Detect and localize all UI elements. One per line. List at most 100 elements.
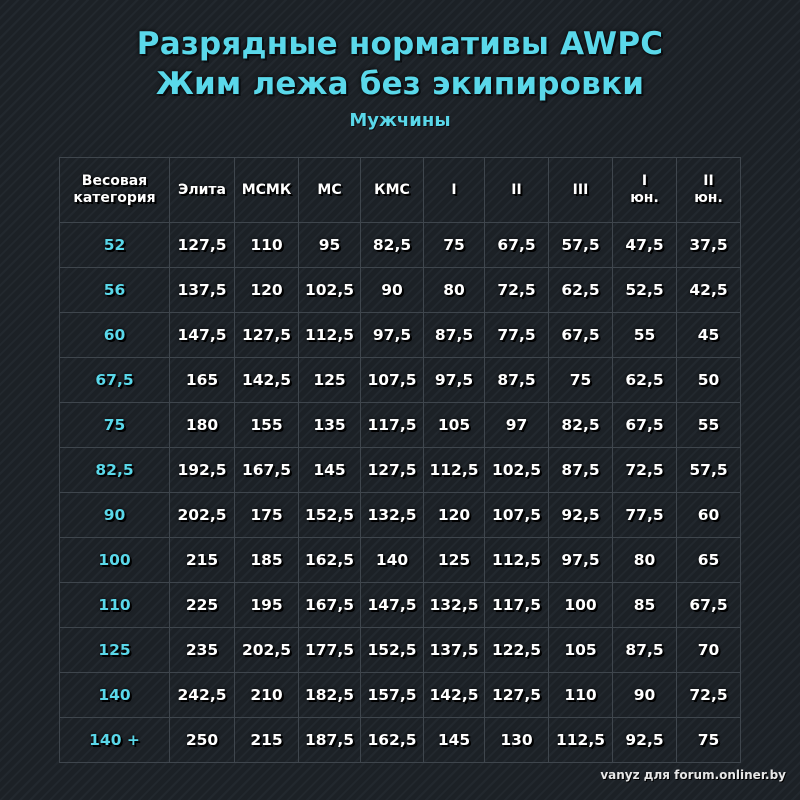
standard-value-cell: 175 [234, 492, 299, 538]
standard-value-cell: 127,5 [484, 672, 549, 718]
standard-value-cell: 235 [169, 627, 235, 673]
standard-value-cell: 107,5 [484, 492, 549, 538]
table-row: 110 225 195 167,5 147,5 132,5 117,5 100 85 67,5 [59, 582, 741, 628]
standard-value-cell: 62,5 [548, 267, 613, 313]
standard-value-cell: 75 [423, 222, 485, 268]
standard-value-cell: 97 [484, 402, 549, 448]
standard-value-cell: 82,5 [360, 222, 424, 268]
table-row: 60 147,5 127,5 112,5 97,5 87,5 77,5 67,5 55 45 [59, 312, 741, 358]
column-header-text: категория [73, 190, 156, 206]
standard-value-cell: 95 [298, 222, 361, 268]
standard-value-cell: 120 [423, 492, 485, 538]
column-header: I [423, 157, 485, 223]
weight-class-cell: 110 [59, 582, 170, 628]
standard-value-cell: 225 [169, 582, 235, 628]
standard-value-cell: 105 [548, 627, 613, 673]
standard-value-cell: 87,5 [484, 357, 549, 403]
standard-value-cell: 55 [612, 312, 677, 358]
weight-class-cell: 90 [59, 492, 170, 538]
column-header-text: I [451, 181, 457, 198]
standard-value-cell: 120 [234, 267, 299, 313]
standard-value-cell: 125 [423, 537, 485, 583]
standard-value-cell: 57,5 [548, 222, 613, 268]
standard-value-cell: 92,5 [612, 717, 677, 763]
standard-value-cell: 147,5 [360, 582, 424, 628]
standard-value-cell: 65 [676, 537, 741, 583]
standard-value-cell: 125 [298, 357, 361, 403]
table-row: 56 137,5 120 102,5 90 80 72,5 62,5 52,5 42,5 [59, 267, 741, 313]
table-row: 140 242,5 210 182,5 157,5 142,5 127,5 110 90 72,5 [59, 672, 741, 718]
standard-value-cell: 75 [548, 357, 613, 403]
table-row: 75 180 155 135 117,5 105 97 82,5 67,5 55 [59, 402, 741, 448]
column-header: КМС [360, 157, 424, 223]
standard-value-cell: 180 [169, 402, 235, 448]
column-header-text: юн. [630, 190, 659, 206]
table-row: 100 215 185 162,5 140 125 112,5 97,5 80 65 [59, 537, 741, 583]
column-header: МСМК [234, 157, 299, 223]
standard-value-cell: 80 [612, 537, 677, 583]
standard-value-cell: 110 [548, 672, 613, 718]
standard-value-cell: 187,5 [298, 717, 361, 763]
weight-class-cell: 140 + [59, 717, 170, 763]
column-header: МС [298, 157, 361, 223]
standard-value-cell: 142,5 [423, 672, 485, 718]
standard-value-cell: 87,5 [423, 312, 485, 358]
standard-value-cell: 132,5 [360, 492, 424, 538]
column-header-text: Весовая [81, 173, 148, 189]
standard-value-cell: 112,5 [423, 447, 485, 493]
standard-value-cell: 80 [423, 267, 485, 313]
standard-value-cell: 92,5 [548, 492, 613, 538]
standard-value-cell: 75 [676, 717, 741, 763]
column-header-text: КМС [374, 181, 410, 198]
standard-value-cell: 72,5 [612, 447, 677, 493]
standard-value-cell: 77,5 [612, 492, 677, 538]
standard-value-cell: 107,5 [360, 357, 424, 403]
standard-value-cell: 127,5 [360, 447, 424, 493]
standard-value-cell: 90 [612, 672, 677, 718]
standard-value-cell: 215 [169, 537, 235, 583]
standard-value-cell: 157,5 [360, 672, 424, 718]
standard-value-cell: 192,5 [169, 447, 235, 493]
table-row: 52 127,5 110 95 82,5 75 67,5 57,5 47,5 37,5 [59, 222, 741, 268]
standard-value-cell: 155 [234, 402, 299, 448]
standard-value-cell: 112,5 [298, 312, 361, 358]
weight-class-cell: 60 [59, 312, 170, 358]
standard-value-cell: 145 [298, 447, 361, 493]
standard-value-cell: 117,5 [484, 582, 549, 628]
standard-value-cell: 70 [676, 627, 741, 673]
page-subtitle: Мужчины [349, 110, 451, 131]
standard-value-cell: 132,5 [423, 582, 485, 628]
standard-value-cell: 152,5 [298, 492, 361, 538]
footer-credit: vanyz для forum.onliner.by [600, 768, 786, 782]
table-row: 90 202,5 175 152,5 132,5 120 107,5 92,5 77,5 60 [59, 492, 741, 538]
standard-value-cell: 102,5 [298, 267, 361, 313]
standard-value-cell: 87,5 [612, 627, 677, 673]
table-row: 67,5 165 142,5 125 107,5 97,5 87,5 75 62,5 50 [59, 357, 741, 403]
standard-value-cell: 50 [676, 357, 741, 403]
page-title-line2: Жим лежа без экипировки [155, 66, 645, 102]
weight-class-cell: 100 [59, 537, 170, 583]
standard-value-cell: 67,5 [484, 222, 549, 268]
column-header: II юн. [676, 157, 741, 223]
standard-value-cell: 110 [234, 222, 299, 268]
standard-value-cell: 72,5 [676, 672, 741, 718]
column-header-text: II [703, 173, 714, 189]
standard-value-cell: 37,5 [676, 222, 741, 268]
standard-value-cell: 182,5 [298, 672, 361, 718]
standard-value-cell: 72,5 [484, 267, 549, 313]
standard-value-cell: 162,5 [298, 537, 361, 583]
standard-value-cell: 135 [298, 402, 361, 448]
standard-value-cell: 67,5 [676, 582, 741, 628]
standard-value-cell: 127,5 [234, 312, 299, 358]
standard-value-cell: 137,5 [423, 627, 485, 673]
standard-value-cell: 82,5 [548, 402, 613, 448]
weight-class-cell: 75 [59, 402, 170, 448]
table-row: 82,5 192,5 167,5 145 127,5 112,5 102,5 87,5 72,5… [59, 447, 741, 493]
column-header-weight-class: Весовая категория [59, 157, 170, 223]
standard-value-cell: 117,5 [360, 402, 424, 448]
column-header-text: II [511, 181, 522, 198]
standard-value-cell: 130 [484, 717, 549, 763]
